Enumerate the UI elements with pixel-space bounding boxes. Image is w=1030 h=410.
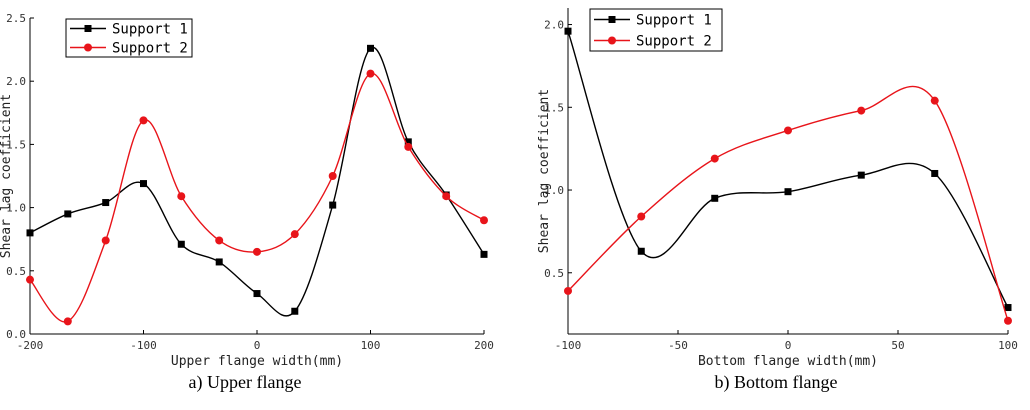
data-point-square bbox=[367, 44, 374, 52]
data-point-circle bbox=[139, 116, 148, 125]
data-point-circle bbox=[857, 106, 866, 115]
y-axis-title: Shear lag coefficient bbox=[537, 89, 552, 253]
data-point-circle bbox=[637, 212, 646, 221]
data-point-square bbox=[931, 169, 939, 177]
data-point-square bbox=[857, 171, 865, 179]
bottom-flange-chart: -100 -50 0 50 100 0.5 1.0 1.5 2.0 Bottom flange w… bbox=[537, 8, 1018, 393]
y-tick-label: 1.0 bbox=[6, 202, 26, 215]
y-tick-label: 2.0 bbox=[6, 75, 26, 88]
data-point-square bbox=[480, 250, 488, 258]
data-point-square bbox=[784, 188, 792, 196]
legend-marker-square bbox=[84, 25, 92, 32]
data-point-square bbox=[177, 240, 185, 248]
x-tick-label: 0 bbox=[254, 339, 261, 352]
y-tick-label: 0.5 bbox=[6, 265, 26, 278]
data-point-circle bbox=[177, 192, 186, 201]
data-point-circle bbox=[290, 230, 299, 239]
data-point-square bbox=[140, 180, 147, 188]
series-line bbox=[568, 30, 1009, 308]
legend-marker-circle bbox=[608, 36, 616, 45]
data-point-circle bbox=[480, 216, 488, 225]
legend-label: Support 2 bbox=[112, 41, 188, 57]
legend: Support 1 Support 2 bbox=[589, 8, 723, 52]
upper-flange-chart: -200 -100 0 100 200 0.0 0.5 1.0 1.5 2.0 2.5 Upper f… bbox=[0, 12, 494, 393]
data-point-square bbox=[711, 194, 719, 202]
y-axis-title: Shear lag coefficient bbox=[0, 94, 14, 258]
data-point-circle bbox=[63, 317, 72, 326]
y-tick-label: 0.5 bbox=[544, 267, 564, 280]
chart-caption: b) Bottom flange bbox=[715, 372, 838, 393]
x-axis-title: Bottom flange width(mm) bbox=[698, 354, 878, 369]
data-point-square bbox=[637, 247, 645, 255]
series-line bbox=[568, 85, 1009, 321]
data-point-square bbox=[102, 199, 110, 207]
y-tick-label: 0.0 bbox=[6, 328, 26, 341]
x-tick-label: 100 bbox=[998, 339, 1018, 352]
x-tick-label: -100 bbox=[555, 339, 582, 352]
data-point-square bbox=[1004, 304, 1012, 312]
x-tick-label: 100 bbox=[361, 339, 381, 352]
data-point-square bbox=[215, 258, 223, 266]
legend: Support 1 Support 2 bbox=[65, 18, 193, 58]
x-tick-label: 0 bbox=[785, 339, 792, 352]
data-point-circle bbox=[784, 126, 792, 135]
data-point-circle bbox=[366, 69, 375, 78]
legend-label: Support 1 bbox=[112, 22, 188, 38]
data-point-circle bbox=[710, 154, 719, 163]
chart-caption: a) Upper flange bbox=[189, 372, 302, 393]
data-point-circle bbox=[253, 247, 261, 256]
data-point-circle bbox=[404, 142, 413, 151]
legend-label: Support 1 bbox=[636, 13, 712, 29]
data-point-square bbox=[64, 210, 72, 218]
data-point-square bbox=[291, 307, 299, 315]
x-tick-label: -200 bbox=[17, 339, 44, 352]
legend-marker-square bbox=[608, 16, 616, 23]
legend-marker-circle bbox=[84, 43, 92, 52]
data-point-circle bbox=[26, 275, 34, 284]
y-tick-label: 1.5 bbox=[6, 138, 26, 151]
data-point-square bbox=[26, 229, 34, 237]
data-point-circle bbox=[930, 96, 939, 105]
series-line bbox=[30, 72, 485, 323]
x-axis-title: Upper flange width(mm) bbox=[171, 354, 343, 369]
x-tick-label: 50 bbox=[891, 339, 904, 352]
data-point-square bbox=[253, 290, 261, 298]
y-tick-label: 1.5 bbox=[544, 101, 564, 114]
data-point-square bbox=[564, 27, 572, 35]
data-point-square bbox=[329, 201, 337, 209]
y-tick-label: 2.5 bbox=[6, 12, 26, 25]
data-point-square bbox=[404, 138, 412, 146]
data-point-circle bbox=[564, 286, 572, 295]
legend-label: Support 2 bbox=[636, 34, 712, 50]
x-tick-label: -100 bbox=[130, 339, 157, 352]
data-point-circle bbox=[328, 172, 337, 180]
data-point-circle bbox=[215, 236, 224, 245]
data-point-circle bbox=[101, 236, 110, 245]
series-line bbox=[30, 46, 485, 317]
y-tick-label: 1.0 bbox=[544, 184, 564, 197]
data-point-circle bbox=[1004, 316, 1012, 325]
x-tick-label: -50 bbox=[668, 339, 688, 352]
x-tick-label: 200 bbox=[474, 339, 494, 352]
data-point-circle bbox=[442, 192, 451, 201]
y-tick-label: 2.0 bbox=[544, 19, 564, 32]
